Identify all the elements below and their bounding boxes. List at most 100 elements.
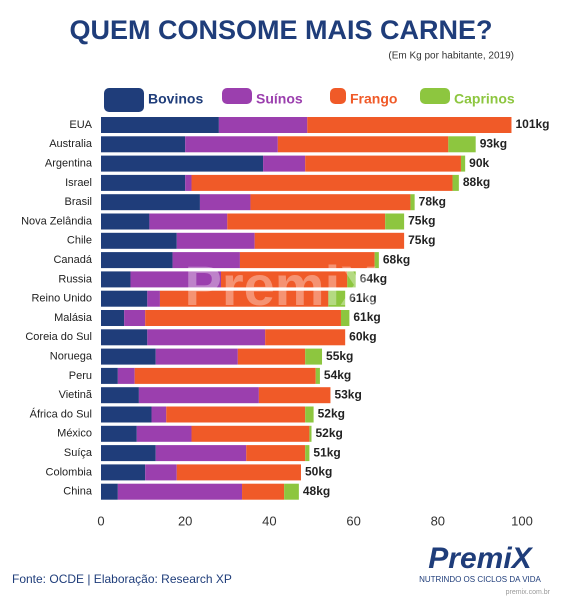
bar-segment (284, 483, 299, 500)
bar-segment (191, 425, 310, 442)
x-tick-label: 40 (262, 513, 276, 528)
bar-segment (101, 310, 125, 326)
bar-segment (101, 483, 118, 500)
total-label: 55kg (326, 349, 353, 363)
bar-segment (101, 174, 186, 191)
bar-segment (101, 232, 177, 249)
bar-segment (166, 406, 306, 423)
y-tick-label: Israel (65, 177, 92, 189)
total-label: 78kg (419, 194, 446, 208)
y-tick-label: EUA (69, 119, 92, 131)
total-label: 52kg (316, 426, 343, 440)
bar-segment (101, 464, 146, 481)
y-tick-label: Nova Zelândia (21, 215, 93, 227)
y-tick-label: Chile (67, 235, 92, 247)
bar-segment (305, 445, 310, 462)
total-label: 68kg (383, 252, 410, 266)
legend-icon (420, 88, 450, 104)
bar-segment (101, 367, 118, 384)
bar-segment (147, 329, 266, 346)
bar-segment (159, 290, 329, 307)
total-label: 61kg (349, 291, 376, 305)
bar-segment (101, 406, 152, 423)
y-tick-label: Brasil (64, 196, 92, 208)
source: Fonte: OCDE | Elaboração: Research XP (12, 572, 232, 586)
bar-segment (172, 252, 240, 269)
y-tick-label: Noruega (50, 351, 93, 363)
bar-segment (138, 387, 259, 404)
bar-segment (242, 483, 285, 500)
bar-segment (305, 155, 461, 172)
bar-segment (101, 271, 131, 288)
legend-label: Bovinos (148, 91, 203, 107)
x-tick-label: 60 (346, 513, 360, 528)
bar-segment (101, 194, 200, 211)
total-label: 88kg (463, 175, 490, 189)
chart-title: QUEM CONSOME MAIS CARNE? (69, 15, 492, 45)
bar-segment (328, 290, 346, 307)
y-tick-label: Australia (49, 138, 93, 150)
bar-segment (374, 252, 379, 269)
legend-icon (104, 88, 144, 112)
y-tick-label: África do Sul (30, 407, 92, 420)
bar-segment (155, 348, 238, 365)
bar-segment (101, 155, 264, 172)
bar-segment (101, 348, 156, 365)
bar-segment (124, 310, 146, 326)
bar-segment (155, 445, 247, 462)
bar-segment (263, 155, 306, 172)
legend-icon (330, 88, 346, 104)
total-label: 51kg (313, 445, 340, 459)
bar-segment (452, 174, 459, 191)
y-tick-label: Argentina (45, 158, 93, 170)
bar-segment (340, 310, 350, 326)
bar-segment (239, 252, 375, 269)
bar-segment (460, 155, 466, 172)
bar-segment (237, 348, 306, 365)
total-label: 60kg (349, 329, 376, 343)
bar-segment (385, 213, 405, 230)
bar-segment (410, 194, 415, 211)
bar-segment (191, 174, 453, 191)
y-tick-label: Reino Unido (31, 293, 92, 305)
bar-segment (277, 136, 449, 153)
bar-segment (254, 232, 405, 249)
bar-segment (101, 252, 173, 269)
legend-label: Suínos (256, 91, 303, 107)
bar-segment (315, 367, 320, 384)
y-tick-label: Malásia (54, 312, 93, 324)
y-tick-label: Colombia (46, 466, 93, 478)
bar-segment (250, 194, 411, 211)
bar-segment (101, 445, 156, 462)
watermark: PremiX (185, 254, 378, 317)
bar-segment (199, 194, 251, 211)
y-tick-label: Canadá (53, 254, 92, 266)
bar-segment (117, 483, 243, 500)
total-label: 48kg (303, 484, 330, 498)
legend-label: Caprinos (454, 91, 515, 107)
bar-segment (220, 271, 348, 288)
x-tick-label: 0 (97, 513, 104, 528)
total-label: 61kg (353, 310, 380, 324)
bar-segment (134, 367, 316, 384)
y-tick-label: Vietinã (59, 389, 93, 401)
bar-segment (185, 174, 192, 191)
total-label: 75kg (408, 233, 435, 247)
bar-segment (307, 117, 512, 133)
bar-segment (130, 271, 221, 288)
bar-segment (227, 213, 386, 230)
x-tick-label: 100 (511, 513, 533, 528)
bar-segment (305, 348, 323, 365)
total-label: 54kg (324, 368, 351, 382)
bar-segment (101, 329, 148, 346)
bar-segment (145, 464, 177, 481)
y-tick-label: Suíça (64, 447, 93, 459)
total-label: 93kg (480, 136, 507, 150)
total-label: 64kg (360, 272, 387, 286)
bar-segment (176, 464, 301, 481)
legend-icon (222, 88, 252, 104)
bar-segment (101, 117, 219, 133)
bar-segment (185, 136, 278, 153)
x-tick-label: 20 (178, 513, 192, 528)
y-tick-label: China (63, 486, 93, 498)
